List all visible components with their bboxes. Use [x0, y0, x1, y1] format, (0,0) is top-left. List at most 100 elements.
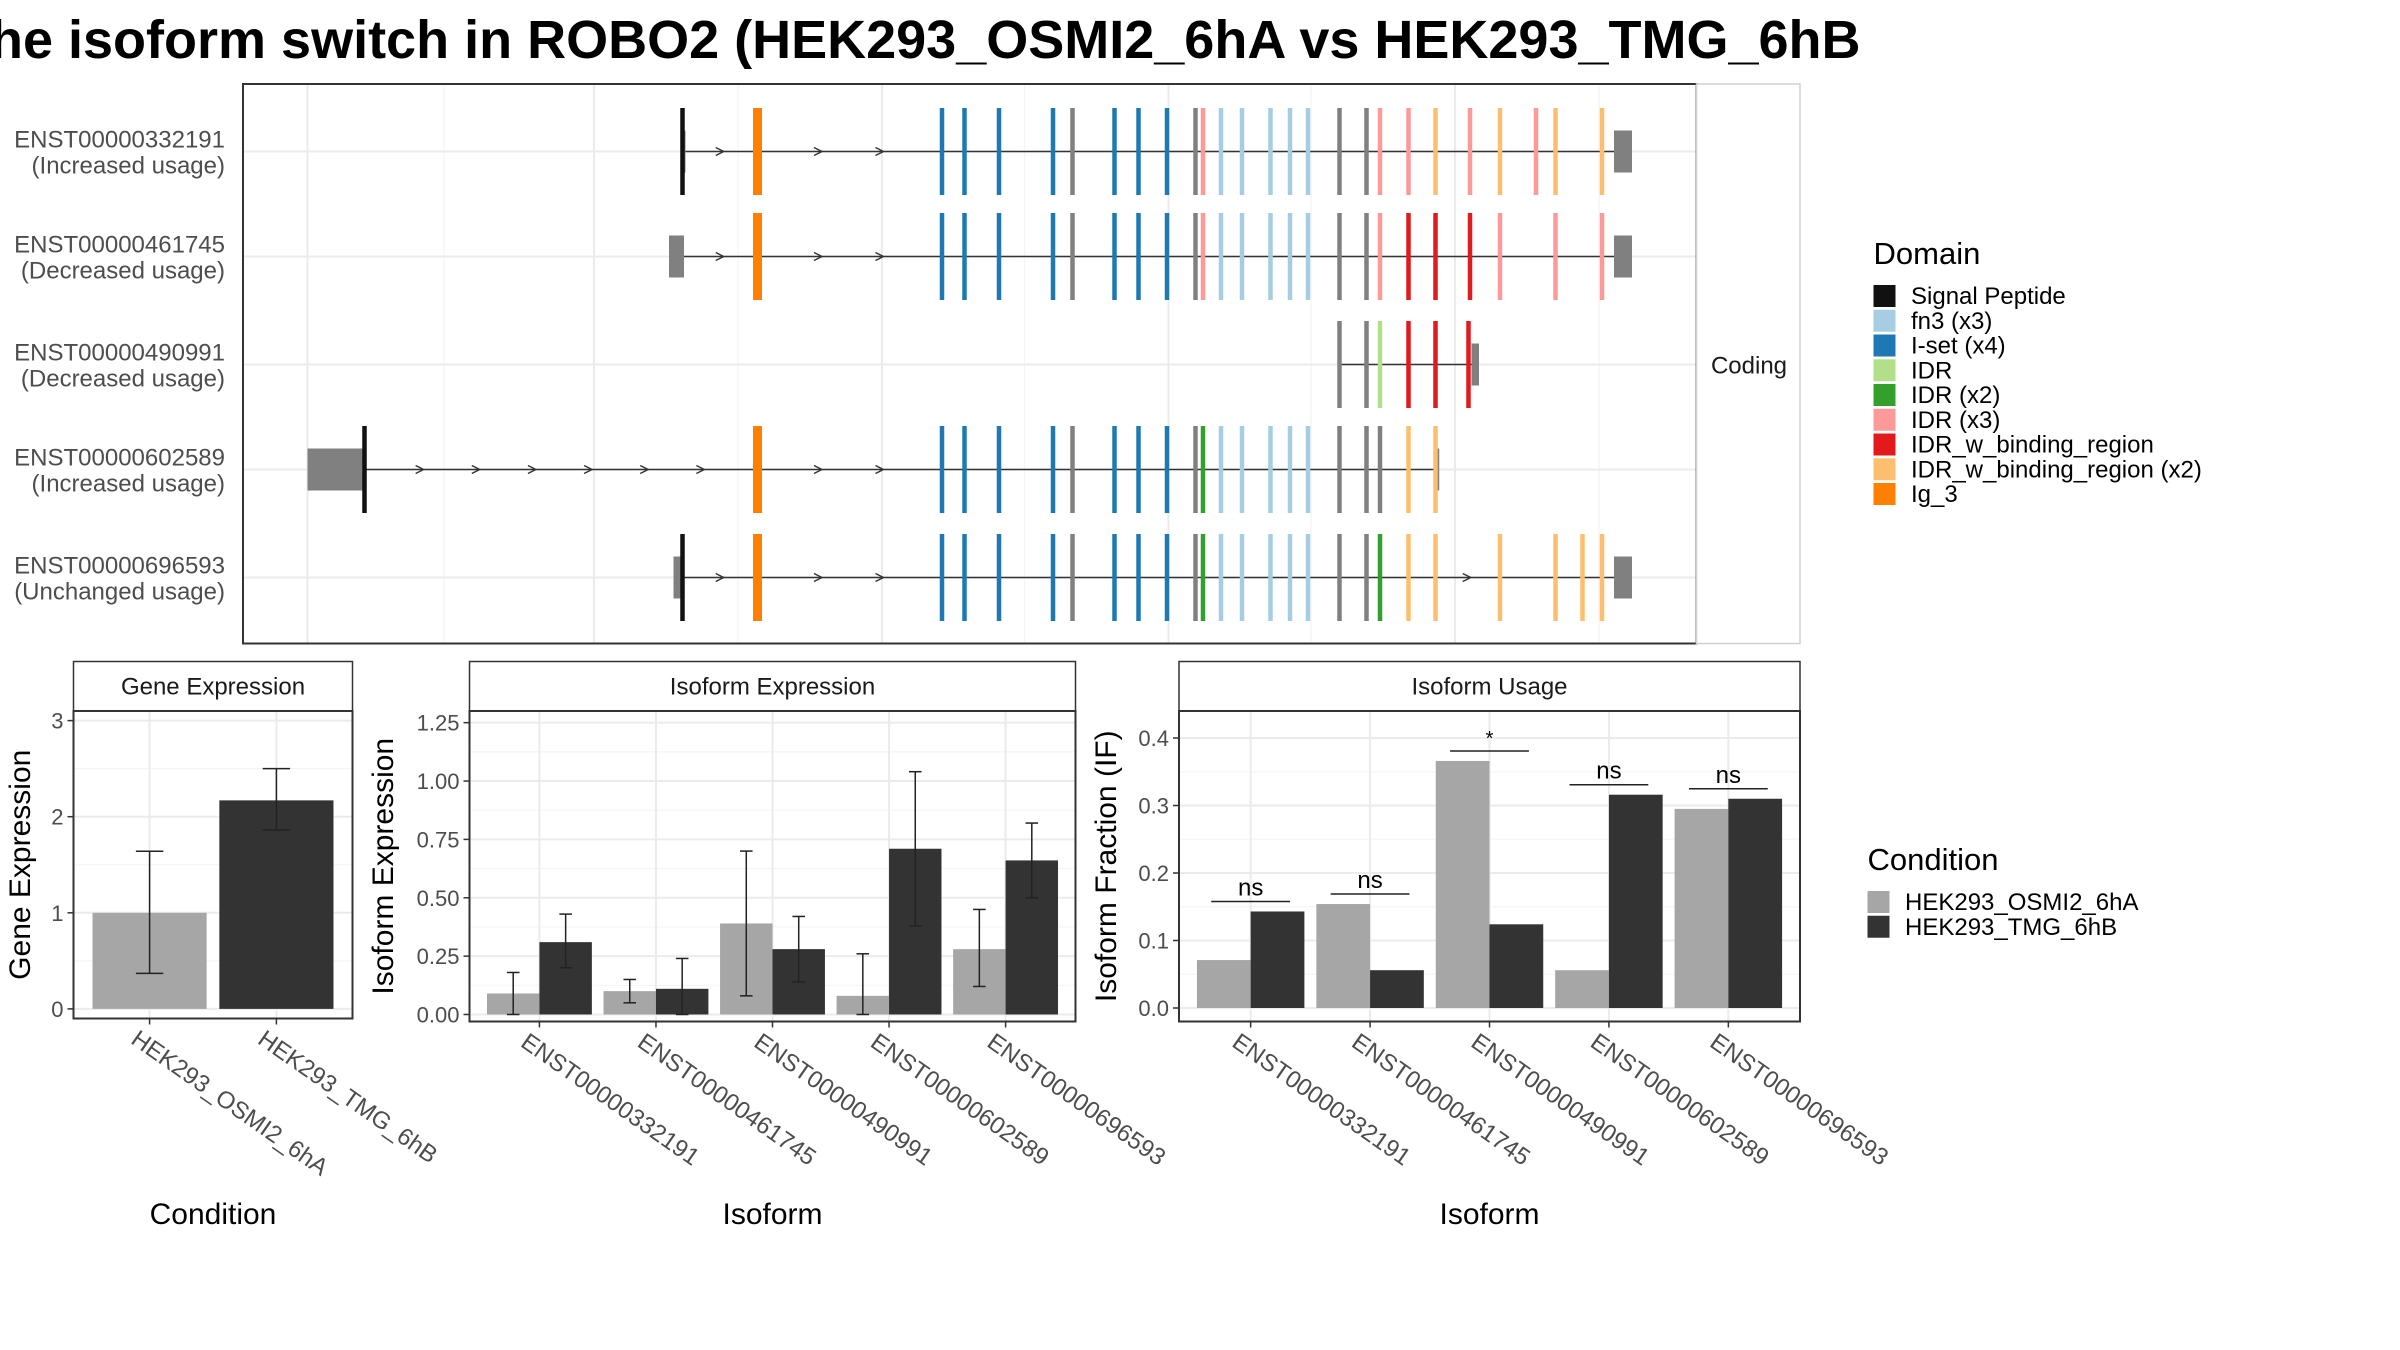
transcript-usage-label: (Decreased usage)	[21, 258, 225, 285]
exon-un	[1193, 534, 1198, 621]
domain-legend-title: Domain	[1874, 236, 1981, 271]
utr-3prime	[1471, 343, 1479, 386]
exon-un	[1193, 213, 1198, 300]
significance-label: ns	[1716, 762, 1741, 789]
direction-arrow	[875, 146, 886, 157]
x-axis-title: Condition	[150, 1198, 277, 1231]
exon-fn	[1239, 534, 1245, 621]
exon-is	[939, 534, 945, 621]
direction-arrow	[813, 251, 824, 262]
bar	[1674, 808, 1729, 1008]
exon-is	[1050, 213, 1056, 300]
transcript-usage-label: (Decreased usage)	[21, 366, 225, 393]
direction-arrow	[813, 146, 824, 157]
exon-or	[1406, 534, 1411, 621]
exon-pk	[1497, 213, 1503, 300]
direction-arrow	[875, 572, 886, 583]
y-axis-title: Isoform Expression	[367, 738, 400, 995]
exon-pk	[1467, 108, 1473, 195]
domain-legend-label: fn3 (x3)	[1911, 308, 1992, 335]
utr-3prime	[1614, 130, 1632, 173]
exon-ig	[753, 213, 762, 300]
panel-border	[468, 710, 1077, 1023]
exon-pk	[1200, 108, 1206, 195]
exon-fn	[1287, 213, 1293, 300]
exon-sp	[680, 108, 685, 195]
domain-legend-swatch	[1873, 285, 1896, 307]
exon-dg	[1200, 426, 1206, 513]
y-tick-label: 0	[51, 997, 63, 1022]
exon-fn	[1239, 213, 1245, 300]
exon-or	[1553, 108, 1558, 195]
exon-is	[1136, 426, 1141, 513]
transcript-row	[680, 108, 1632, 195]
exon-fn	[1268, 213, 1273, 300]
domain-legend-swatch	[1873, 408, 1896, 431]
domain-legend-swatch	[1873, 309, 1896, 332]
exon-fn	[1268, 108, 1273, 195]
bar	[1555, 970, 1609, 1008]
exon-un	[1337, 108, 1342, 195]
exon-pk	[1406, 108, 1411, 195]
facet-strip	[72, 660, 354, 712]
transcript-row	[669, 213, 1632, 300]
exon-un	[1070, 108, 1075, 195]
exon-un	[1337, 534, 1342, 621]
exon-pk	[1599, 213, 1605, 300]
facet-label: Coding	[1711, 353, 1787, 380]
y-tick-label: 0.50	[417, 886, 460, 911]
exon-is	[1050, 534, 1056, 621]
exon-or	[1599, 534, 1605, 621]
direction-arrow	[639, 464, 650, 475]
y-tick-label: 0.25	[417, 944, 460, 969]
exon-or	[1433, 108, 1438, 195]
exon-is	[996, 426, 1002, 513]
domain-legend-swatch	[1873, 483, 1896, 505]
significance-label: *	[1486, 728, 1494, 750]
exon-or	[1580, 534, 1585, 621]
exon-rd	[1467, 213, 1473, 300]
x-axis-title: Isoform	[1439, 1198, 1539, 1231]
significance-label: ns	[1596, 758, 1621, 785]
exon-fn	[1305, 534, 1311, 621]
exon-is	[1164, 534, 1170, 621]
direction-arrow	[715, 146, 726, 157]
exon-fn	[1305, 108, 1311, 195]
chart-title: Gene Expression	[121, 673, 305, 700]
direction-arrow	[415, 464, 426, 475]
exon-is	[996, 534, 1002, 621]
panel-border	[1178, 710, 1801, 1023]
exon-is	[1112, 534, 1117, 621]
bar	[1196, 960, 1251, 1008]
domain-legend-label: IDR (x3)	[1911, 407, 2000, 434]
direction-arrow	[875, 251, 886, 262]
exon-is	[1164, 426, 1170, 513]
exon-un	[1337, 321, 1342, 408]
transcript-id-label: ENST00000461745	[14, 232, 225, 259]
exon-un	[1070, 426, 1075, 513]
transcript-row	[1337, 321, 1479, 408]
exon-ig	[753, 426, 762, 513]
y-tick-label: 1.00	[417, 769, 460, 794]
exon-fn	[1268, 426, 1273, 513]
bar	[1316, 904, 1371, 1008]
utr-5prime	[669, 235, 684, 278]
chart-title: Isoform Expression	[670, 673, 875, 700]
exon-un	[1337, 213, 1342, 300]
exon-fn	[1287, 108, 1293, 195]
exon-fn	[1287, 534, 1293, 621]
transcript-usage-label: (Unchanged usage)	[14, 579, 225, 606]
chart-title: Isoform Usage	[1411, 673, 1567, 700]
domain-legend-label: Signal Peptide	[1911, 283, 2066, 310]
exon-rd	[1406, 321, 1411, 408]
panel-border	[72, 710, 354, 1020]
direction-arrow	[527, 464, 538, 475]
utr-3prime	[1437, 448, 1440, 491]
exon-fn	[1218, 426, 1224, 513]
exon-or	[1433, 426, 1438, 513]
exon-un	[1337, 426, 1342, 513]
transcript-id-label: ENST00000696593	[14, 553, 225, 580]
condition-legend-swatch	[1867, 915, 1890, 938]
